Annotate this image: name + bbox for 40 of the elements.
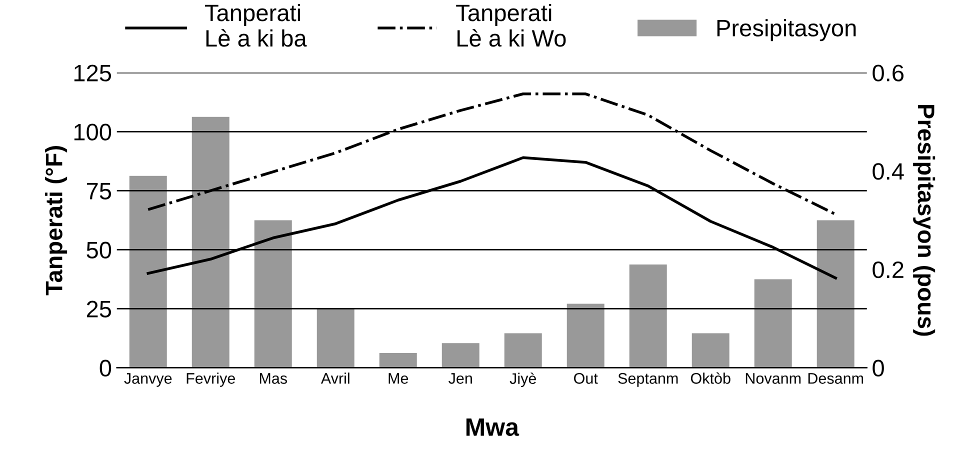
y-tick-label: 50 — [86, 242, 112, 258]
legend-label: Tanperati Lè a ki ba — [204, 4, 307, 47]
x-tick-label: Avril — [320, 372, 350, 384]
x-tick-label: Jiyè — [510, 372, 536, 388]
x-tick-label: Out — [574, 373, 598, 384]
bar — [442, 343, 480, 368]
x-axis-title: Mwa — [466, 418, 520, 436]
bar — [129, 176, 167, 368]
legend-label: Tanperati Lè a ki Wo — [456, 4, 566, 47]
y2-tick-label: 0.2 — [872, 261, 904, 278]
bar — [629, 264, 667, 368]
bar — [504, 333, 542, 368]
bar — [816, 220, 854, 368]
x-tick-label: Jen — [448, 373, 472, 384]
y2-axis-title: Presipitasyon (pous) — [913, 105, 936, 336]
y-tick-label: 125 — [74, 64, 112, 82]
x-tick-label: Janvye — [124, 373, 172, 387]
y-tick-label: 25 — [86, 300, 112, 318]
y2-tick-label: 0 — [872, 360, 884, 377]
y-axis-title: Tanperati (°F) — [45, 146, 68, 296]
x-tick-label: Novanm — [746, 373, 801, 384]
y2-tick-label: 0.4 — [872, 163, 904, 180]
bar — [692, 333, 730, 368]
bar — [254, 220, 292, 368]
bar — [566, 304, 604, 368]
bar — [754, 279, 792, 368]
y-tick-label: 75 — [86, 182, 112, 200]
bar — [192, 116, 230, 368]
legend-label: Presipitasyon — [717, 19, 856, 42]
y2-tick-label: 0.6 — [872, 64, 904, 82]
y-tick-label: 0 — [100, 360, 112, 377]
x-tick-label: Me — [388, 373, 408, 384]
x-tick-label: Mas — [260, 373, 288, 384]
x-tick-label: Septanm — [618, 373, 678, 387]
y-tick-label: 100 — [74, 124, 112, 140]
x-tick-label: Desanm — [808, 373, 864, 384]
x-tick-label: Fevriye — [186, 372, 235, 387]
bar — [379, 352, 417, 368]
x-tick-label: Oktòb — [690, 372, 730, 384]
bar — [316, 308, 354, 368]
